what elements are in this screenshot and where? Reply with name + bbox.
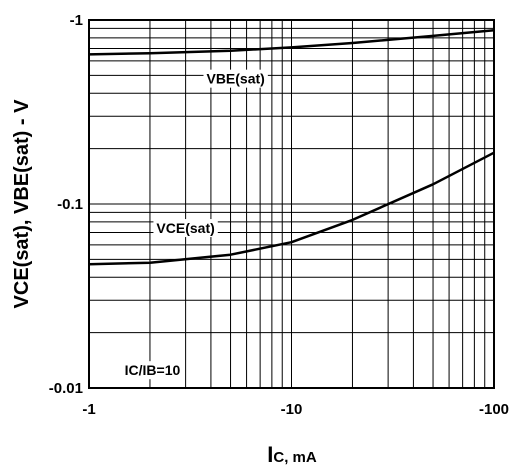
series-line-vbe-sat <box>88 28 495 56</box>
x-tick-label: -10 <box>281 401 303 418</box>
x-tick-label: -100 <box>479 401 509 418</box>
y-tick-label: -0.1 <box>57 196 83 213</box>
x-axis-label: IC, mA <box>267 442 317 467</box>
series-layer <box>88 28 495 266</box>
tick-labels: -1 -10 -100 -1 -0.1 -0.01 <box>49 12 509 418</box>
series-line-vce-sat <box>88 151 495 266</box>
plot-frame <box>88 19 495 389</box>
y-tick-label: -0.01 <box>49 380 83 397</box>
x-tick-label: -1 <box>82 401 95 418</box>
grid <box>89 20 494 388</box>
condition-label: IC/IB=10 <box>125 362 181 378</box>
labels-layer: VBE(sat) VCE(sat) IC/IB=10 <box>121 69 268 380</box>
y-tick-label: -1 <box>70 12 83 29</box>
vce-sat-label: VCE(sat) <box>156 220 214 236</box>
y-axis-label: VCE(sat), VBE(sat) - V <box>11 99 33 309</box>
condition-label-bg <box>121 361 184 380</box>
vce-sat-label-bg <box>153 219 218 238</box>
vbe-sat-label-bg <box>203 69 268 88</box>
vbe-sat-label: VBE(sat) <box>206 71 264 87</box>
x-axis-label-main: I <box>267 442 273 467</box>
x-axis-label-sub: C, mA <box>273 449 317 466</box>
